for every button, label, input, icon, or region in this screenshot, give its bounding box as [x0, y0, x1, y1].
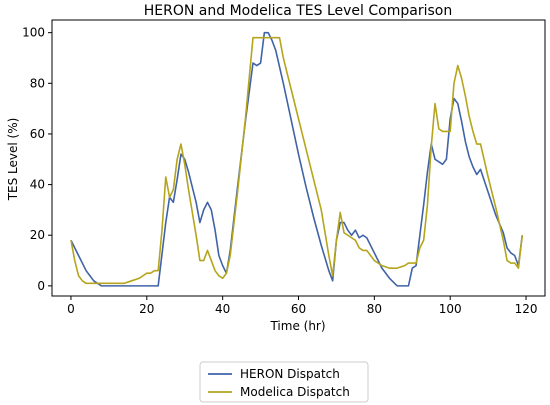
- series-line-2: [70, 36, 524, 285]
- chart-title: HERON and Modelica TES Level Comparison: [144, 3, 452, 19]
- y-tick-label: 80: [30, 76, 45, 90]
- y-tick-label: 60: [30, 127, 45, 141]
- legend-box: [199, 361, 369, 403]
- y-tick-label: 20: [30, 228, 45, 242]
- x-tick-label: 20: [139, 302, 154, 316]
- x-axis-label: Time (hr): [269, 319, 325, 333]
- plot-area: 0 20 40 60 80 100 120 0 20 40 60 80 100: [22, 19, 546, 316]
- x-tick-label: 100: [439, 302, 462, 316]
- x-tick-label: 40: [215, 302, 230, 316]
- x-tick-label: 60: [291, 302, 306, 316]
- legend: HERON Dispatch Modelica Dispatch: [199, 361, 369, 403]
- series-line-1: [70, 31, 524, 287]
- plot-frame: [51, 19, 546, 297]
- legend-label-2: Modelica Dispatch: [240, 385, 350, 399]
- y-tick-label: 100: [22, 26, 45, 40]
- x-tick-label: 80: [367, 302, 382, 316]
- x-tick-label: 120: [515, 302, 538, 316]
- y-tick-label: 0: [37, 279, 45, 293]
- y-axis-label: TES Level (%): [6, 118, 20, 202]
- y-tick-label: 40: [30, 178, 45, 192]
- legend-label-1: HERON Dispatch: [240, 367, 340, 381]
- x-tick-label: 0: [67, 302, 75, 316]
